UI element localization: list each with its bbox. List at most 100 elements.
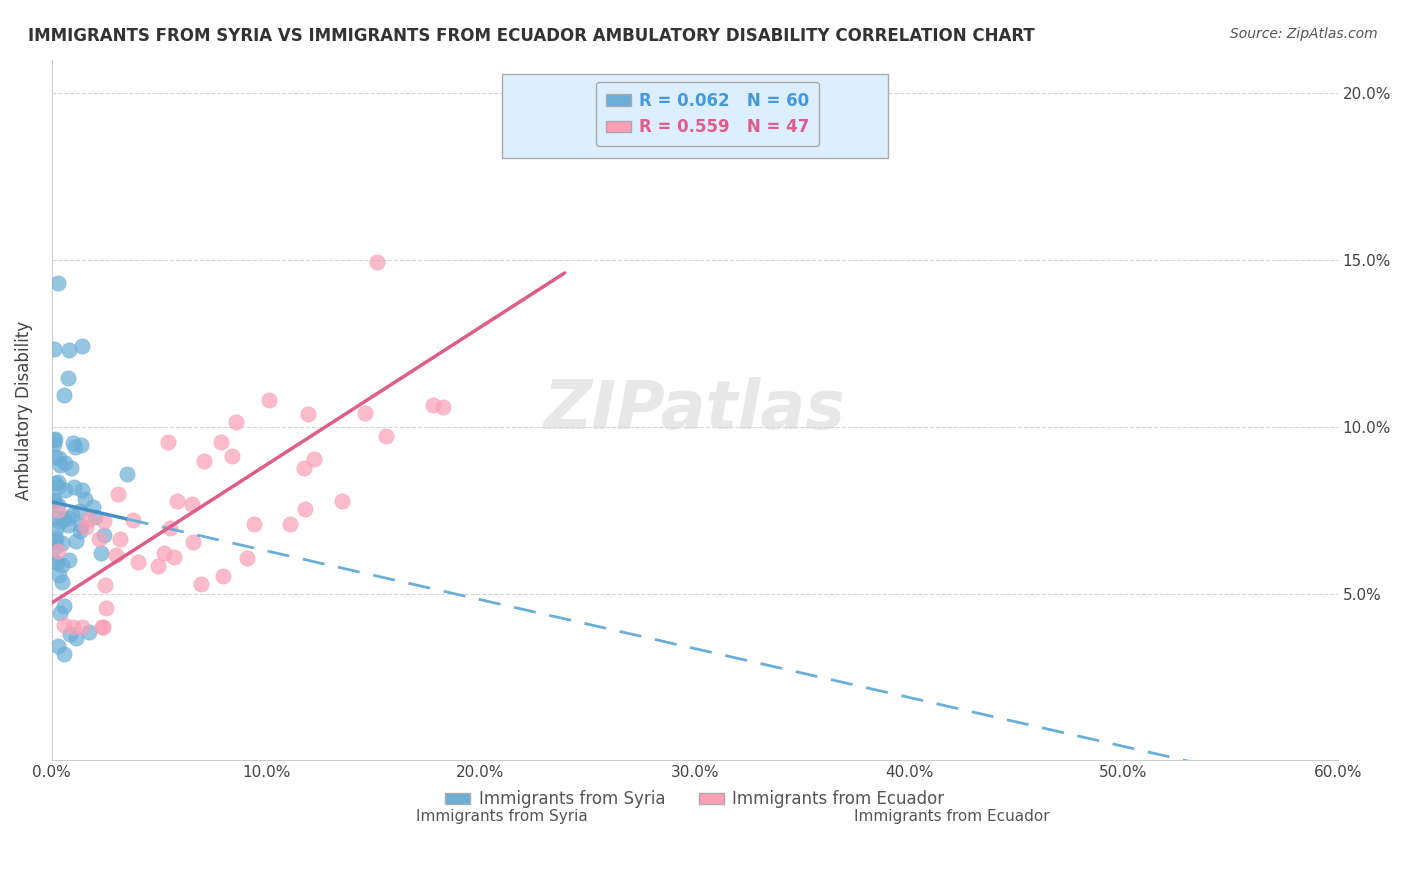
- Point: [51, 536, 73, 550]
- Point: [166, 493, 188, 508]
- Point: [70, 438, 93, 452]
- Point: [70, 339, 93, 353]
- Point: [45, 531, 67, 545]
- Point: [292, 461, 315, 475]
- Legend: Immigrants from Syria, Immigrants from Ecuador: Immigrants from Syria, Immigrants from E…: [439, 784, 950, 815]
- Point: [42, 493, 65, 508]
- Point: [181, 535, 204, 549]
- Point: [153, 546, 176, 560]
- Point: [77, 624, 100, 639]
- Point: [53, 599, 76, 613]
- Point: [49, 515, 72, 529]
- Point: [82, 500, 104, 514]
- Point: [51, 558, 73, 573]
- Point: [42, 434, 65, 448]
- Point: [70, 620, 93, 634]
- Point: [302, 452, 325, 467]
- Text: Source: ZipAtlas.com: Source: ZipAtlas.com: [1230, 27, 1378, 41]
- Point: [211, 569, 233, 583]
- Point: [75, 492, 97, 507]
- Point: [221, 450, 243, 464]
- Point: [42, 533, 65, 548]
- Point: [51, 574, 73, 589]
- Point: [146, 558, 169, 573]
- Point: [62, 435, 84, 450]
- Point: [53, 483, 76, 497]
- Point: [96, 601, 118, 615]
- Point: [49, 458, 72, 473]
- Point: [193, 454, 215, 468]
- Point: [104, 548, 127, 562]
- Point: [53, 388, 76, 402]
- Point: [46, 498, 69, 512]
- Point: [44, 432, 66, 446]
- Point: [46, 544, 69, 558]
- Point: [91, 620, 114, 634]
- Point: [56, 518, 79, 533]
- Point: [53, 457, 76, 471]
- Text: ZIPatlas: ZIPatlas: [544, 377, 846, 443]
- Point: [65, 440, 87, 454]
- Point: [65, 632, 87, 646]
- Point: [93, 528, 115, 542]
- Point: [49, 606, 72, 620]
- Point: [422, 398, 444, 412]
- Point: [44, 450, 66, 465]
- Point: [163, 549, 186, 564]
- Point: [94, 577, 117, 591]
- Point: [180, 498, 202, 512]
- Point: [354, 406, 377, 420]
- Point: [44, 343, 66, 357]
- Point: [46, 276, 69, 290]
- Point: [242, 516, 264, 531]
- Point: [91, 620, 114, 634]
- Point: [42, 511, 65, 525]
- Point: [56, 511, 79, 525]
- Point: [42, 492, 65, 507]
- Point: [156, 434, 179, 449]
- Point: [58, 553, 80, 567]
- Point: [46, 480, 69, 494]
- Point: [70, 519, 93, 533]
- Point: [294, 502, 316, 516]
- Point: [69, 524, 91, 538]
- Point: [44, 522, 66, 536]
- Point: [52, 512, 75, 526]
- Text: Immigrants from Ecuador: Immigrants from Ecuador: [855, 809, 1050, 824]
- Point: [107, 487, 129, 501]
- Point: [110, 532, 132, 546]
- Y-axis label: Ambulatory Disability: Ambulatory Disability: [15, 320, 32, 500]
- Point: [87, 532, 110, 546]
- Point: [45, 556, 67, 570]
- Point: [58, 370, 80, 384]
- Point: [278, 516, 301, 531]
- Point: [46, 475, 69, 490]
- Point: [42, 554, 65, 568]
- Point: [127, 555, 149, 569]
- Point: [48, 567, 70, 582]
- Point: [52, 618, 75, 632]
- Point: [65, 534, 87, 549]
- Point: [93, 514, 115, 528]
- Point: [62, 480, 84, 494]
- Point: [62, 620, 84, 634]
- Point: [236, 551, 259, 566]
- Point: [432, 400, 454, 414]
- Point: [190, 576, 212, 591]
- Point: [83, 510, 105, 524]
- Point: [59, 626, 82, 640]
- FancyBboxPatch shape: [502, 74, 887, 158]
- Point: [70, 483, 93, 497]
- Point: [77, 512, 100, 526]
- Point: [554, 103, 576, 117]
- Point: [48, 450, 70, 465]
- Point: [46, 503, 69, 517]
- Point: [90, 546, 112, 560]
- Point: [44, 475, 66, 490]
- Point: [75, 520, 97, 534]
- Point: [257, 393, 280, 408]
- Point: [375, 429, 398, 443]
- Text: IMMIGRANTS FROM SYRIA VS IMMIGRANTS FROM ECUADOR AMBULATORY DISABILITY CORRELATI: IMMIGRANTS FROM SYRIA VS IMMIGRANTS FROM…: [28, 27, 1035, 45]
- Point: [42, 437, 65, 451]
- Point: [115, 467, 138, 482]
